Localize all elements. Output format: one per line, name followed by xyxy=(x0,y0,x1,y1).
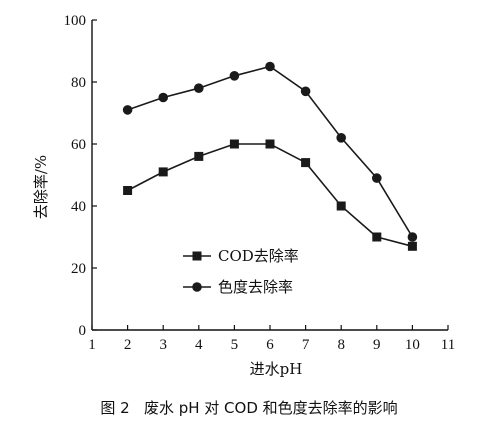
legend-marker xyxy=(192,251,202,261)
x-tick-label: 3 xyxy=(159,337,167,353)
data-point xyxy=(229,139,239,149)
data-point xyxy=(300,86,311,97)
data-point xyxy=(372,173,382,183)
y-tick-label: 0 xyxy=(79,323,87,339)
data-point xyxy=(229,71,240,81)
legend-item-2: 色度去除率 xyxy=(183,278,293,296)
y-tick-label: 100 xyxy=(64,13,87,29)
data-point xyxy=(407,241,417,251)
figure-caption: 图 2 废水 pH 对 COD 和色度去除率的影响 xyxy=(100,399,398,417)
data-point xyxy=(158,167,168,177)
legend-marker xyxy=(192,282,202,292)
x-tick-label: 9 xyxy=(373,337,381,353)
data-point xyxy=(122,105,133,115)
chart-ticks: 1 2 3 4 5 6 7 8 9 10 11 0 20 40 60 80 100 xyxy=(64,13,456,353)
chart-series xyxy=(122,61,418,251)
data-point xyxy=(265,139,275,149)
data-point xyxy=(265,61,275,72)
series-2 xyxy=(122,61,418,242)
x-tick-label: 5 xyxy=(231,337,239,353)
x-axis-label: 进水pH xyxy=(250,360,303,378)
data-point xyxy=(123,186,133,195)
x-tick-label: 10 xyxy=(405,337,420,353)
x-tick-label: 7 xyxy=(302,337,310,353)
data-point xyxy=(194,83,204,93)
x-tick-label: 4 xyxy=(195,337,203,353)
series-1 xyxy=(123,139,417,251)
y-axis-label: 去除率/% xyxy=(32,155,50,219)
data-point xyxy=(336,133,347,143)
series-line xyxy=(127,143,413,248)
y-tick-label: 60 xyxy=(71,137,86,153)
x-tick-label: 8 xyxy=(337,337,345,353)
x-tick-label: 11 xyxy=(441,337,455,353)
y-tick-label: 20 xyxy=(71,261,86,277)
x-tick-label: 1 xyxy=(88,337,96,353)
x-tick-label: 2 xyxy=(124,337,132,353)
legend-label: COD去除率 xyxy=(218,247,299,265)
legend-label: 色度去除率 xyxy=(218,278,293,296)
x-tick-label: 6 xyxy=(266,337,274,353)
data-point xyxy=(158,92,168,103)
data-point xyxy=(407,232,418,242)
y-tick-label: 80 xyxy=(71,75,86,91)
legend-item-1: COD去除率 xyxy=(183,247,299,265)
y-tick-label: 40 xyxy=(71,199,86,215)
data-point xyxy=(372,232,382,242)
series-line xyxy=(127,65,414,238)
data-point xyxy=(301,158,311,168)
data-point xyxy=(194,151,204,161)
data-point xyxy=(336,201,346,211)
